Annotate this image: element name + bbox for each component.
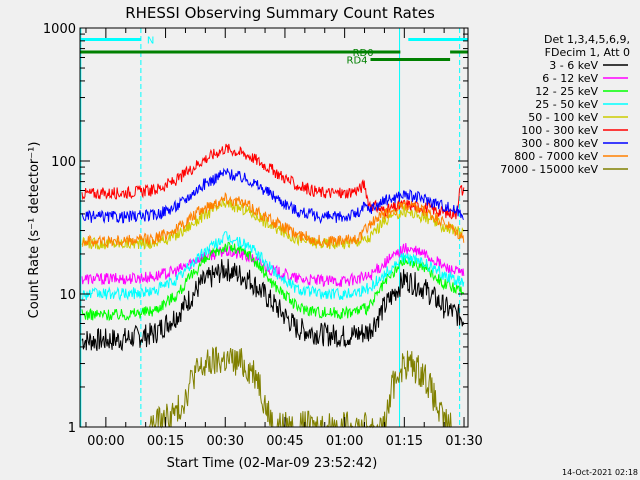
series-line bbox=[81, 192, 465, 249]
footer-timestamp: 14-Oct-2021 02:18 bbox=[562, 468, 638, 477]
series-line bbox=[81, 241, 465, 322]
series-line bbox=[81, 231, 465, 302]
legend-entry-label: 50 - 100 keV bbox=[528, 111, 598, 124]
x-tick-label: 01:00 bbox=[326, 434, 363, 449]
annotation-label: N bbox=[147, 35, 154, 46]
axis-layer: 1 10 100 1000 00:00 00:15 00:30 00:45 01:00 01:15… bbox=[43, 22, 483, 449]
legend-entry-label: 25 - 50 keV bbox=[535, 98, 598, 111]
plot-frame bbox=[79, 27, 469, 428]
y-tick-label: 100 bbox=[51, 155, 76, 170]
y-tick-label: 1000 bbox=[43, 22, 76, 37]
x-tick-label: 01:30 bbox=[445, 434, 482, 449]
y-axis-label: Count Rate (s⁻¹ detector⁻¹) bbox=[27, 142, 42, 319]
series-line bbox=[81, 258, 465, 352]
annotation-label: RD4 bbox=[347, 55, 368, 66]
series-line bbox=[81, 167, 465, 225]
annotation-label: RD0 bbox=[353, 48, 374, 59]
y-tick-label: 1 bbox=[68, 421, 76, 436]
legend-entry-label: 7000 - 15000 keV bbox=[500, 163, 598, 176]
x-tick-label: 01:15 bbox=[386, 434, 423, 449]
legend-entry-label: 12 - 25 keV bbox=[535, 85, 598, 98]
x-tick-label: 00:30 bbox=[207, 434, 244, 449]
legend-entry-label: 100 - 300 keV bbox=[521, 124, 598, 137]
x-axis-label: Start Time (02-Mar-09 23:52:42) bbox=[167, 456, 378, 471]
legend-entry-label: 800 - 7000 keV bbox=[514, 150, 598, 163]
legend-entry-label: 300 - 800 keV bbox=[521, 137, 598, 150]
series-line bbox=[149, 346, 452, 429]
legend-entry-label: 6 - 12 keV bbox=[542, 72, 598, 85]
series-line bbox=[81, 199, 465, 251]
y-tick-label: 10 bbox=[59, 288, 76, 303]
legend-entry-label: 3 - 6 keV bbox=[549, 59, 598, 72]
series-layer bbox=[81, 143, 465, 429]
x-tick-label: 00:15 bbox=[147, 434, 184, 449]
x-tick-label: 00:45 bbox=[266, 434, 303, 449]
x-tick-label: 00:00 bbox=[87, 434, 124, 449]
legend-header: FDecim 1, Att 0 bbox=[545, 46, 630, 59]
legend: Det 1,3,4,5,6,9,FDecim 1, Att 03 - 6 keV… bbox=[500, 33, 630, 176]
legend-header: Det 1,3,4,5,6,9, bbox=[544, 33, 630, 46]
chart-title: RHESSI Observing Summary Count Rates bbox=[125, 4, 435, 22]
